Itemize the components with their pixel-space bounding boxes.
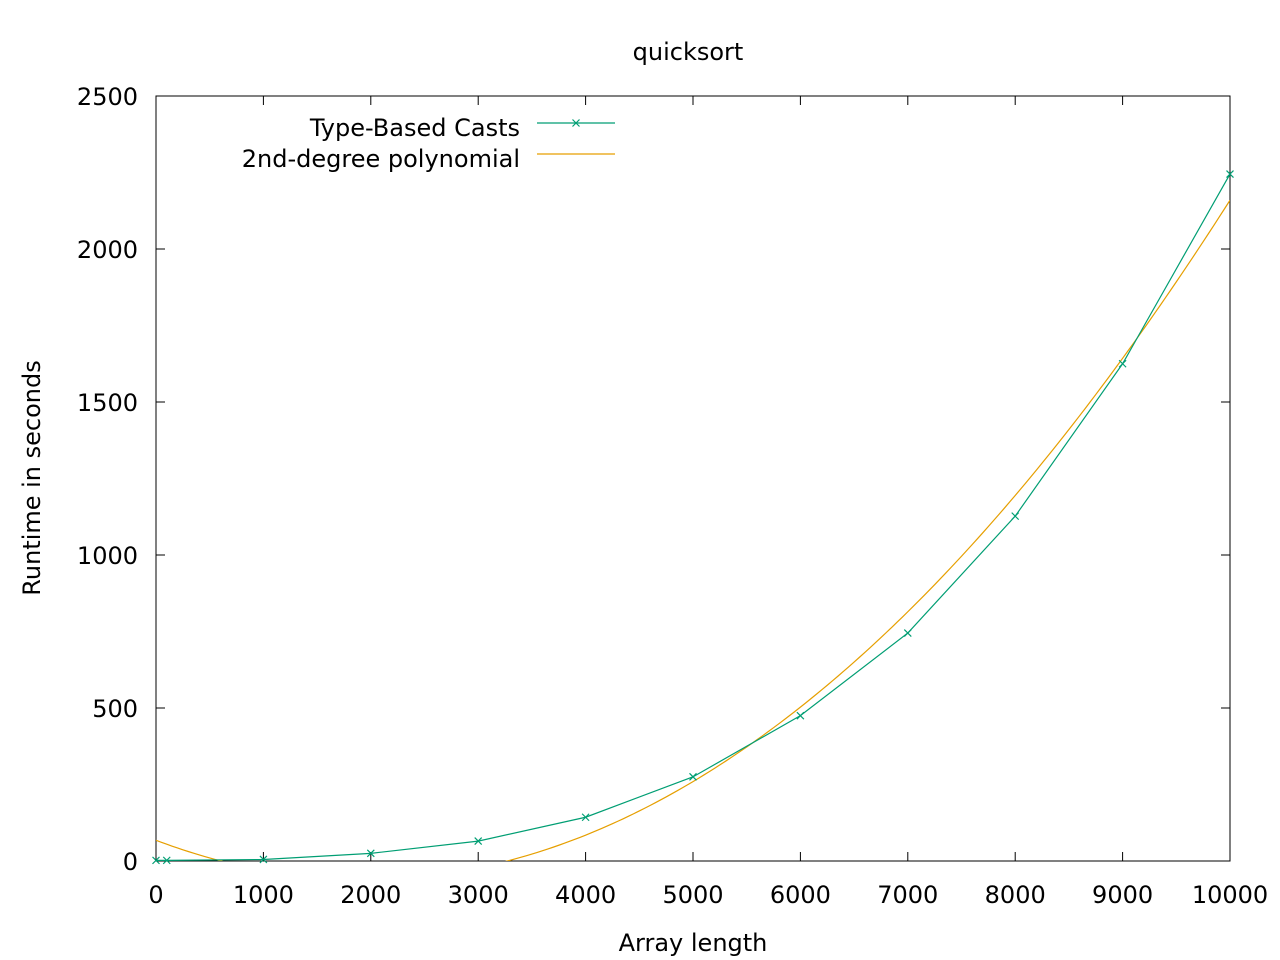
marker-stroke bbox=[1226, 170, 1234, 178]
marker-stroke bbox=[572, 119, 580, 127]
data-point bbox=[474, 837, 483, 846]
marker-stroke bbox=[162, 856, 171, 865]
y-tick-label: 0 bbox=[123, 848, 138, 876]
marker-stroke bbox=[1011, 512, 1020, 521]
legend-label-polynomial: 2nd-degree polynomial bbox=[242, 145, 520, 173]
data-point bbox=[581, 813, 590, 822]
x-axis-title: Array length bbox=[619, 929, 768, 957]
x-tick-label: 9000 bbox=[1092, 881, 1153, 909]
x-tick-label: 10000 bbox=[1192, 881, 1268, 909]
x-tick-label: 1000 bbox=[233, 881, 294, 909]
series-line-polynomial bbox=[156, 199, 1230, 861]
x-tick-label: 3000 bbox=[448, 881, 509, 909]
legend-entry-polynomial: 2nd-degree polynomial bbox=[242, 145, 615, 173]
plot-frame bbox=[155, 95, 1231, 862]
x-tick-label: 5000 bbox=[662, 881, 723, 909]
data-point bbox=[366, 849, 375, 858]
data-point bbox=[796, 711, 805, 720]
x-tick-label: 0 bbox=[148, 881, 163, 909]
x-tick-label: 4000 bbox=[555, 881, 616, 909]
marker-stroke bbox=[581, 813, 590, 822]
legend-entry-type-based-casts: Type-Based Casts bbox=[309, 114, 615, 142]
y-axis: 0 500 1000 1500 2000 2500 bbox=[77, 83, 1230, 876]
data-point bbox=[1118, 359, 1127, 368]
x-tick-label: 8000 bbox=[985, 881, 1046, 909]
plot-area bbox=[152, 170, 1234, 865]
data-point bbox=[1226, 170, 1234, 178]
x-tick-label: 7000 bbox=[877, 881, 938, 909]
data-point bbox=[259, 855, 268, 864]
y-tick-label: 2000 bbox=[77, 236, 138, 264]
data-point bbox=[903, 629, 912, 637]
marker-stroke bbox=[366, 849, 375, 858]
data-point bbox=[162, 856, 171, 865]
legend-marker-type-based-casts bbox=[572, 119, 580, 127]
y-tick-label: 1500 bbox=[77, 389, 138, 417]
data-point bbox=[1011, 512, 1020, 521]
data-point bbox=[689, 772, 697, 781]
marker-stroke bbox=[152, 856, 160, 865]
legend: Type-Based Casts 2nd-degree polynomial bbox=[242, 114, 615, 173]
marker-stroke bbox=[259, 855, 268, 864]
marker-stroke bbox=[903, 629, 912, 637]
y-tick-label: 500 bbox=[92, 695, 138, 723]
y-axis-title: Runtime in seconds bbox=[18, 360, 46, 595]
y-tick-label: 1000 bbox=[77, 542, 138, 570]
x-axis: 0 1000 2000 3000 4000 5000 6000 7000 8000 9000 100… bbox=[148, 96, 1268, 909]
data-point bbox=[152, 856, 160, 865]
marker-stroke bbox=[1118, 359, 1127, 368]
series-line-type-based-casts bbox=[156, 173, 1231, 861]
legend-marker-x bbox=[572, 119, 580, 127]
chart-title: quicksort bbox=[633, 38, 744, 66]
marker-stroke bbox=[796, 711, 805, 720]
x-tick-label: 2000 bbox=[340, 881, 401, 909]
y-tick-label: 2500 bbox=[77, 83, 138, 111]
x-tick-label: 6000 bbox=[770, 881, 831, 909]
marker-stroke bbox=[474, 837, 483, 846]
legend-label-type-based-casts: Type-Based Casts bbox=[309, 114, 520, 142]
marker-stroke bbox=[689, 772, 697, 781]
